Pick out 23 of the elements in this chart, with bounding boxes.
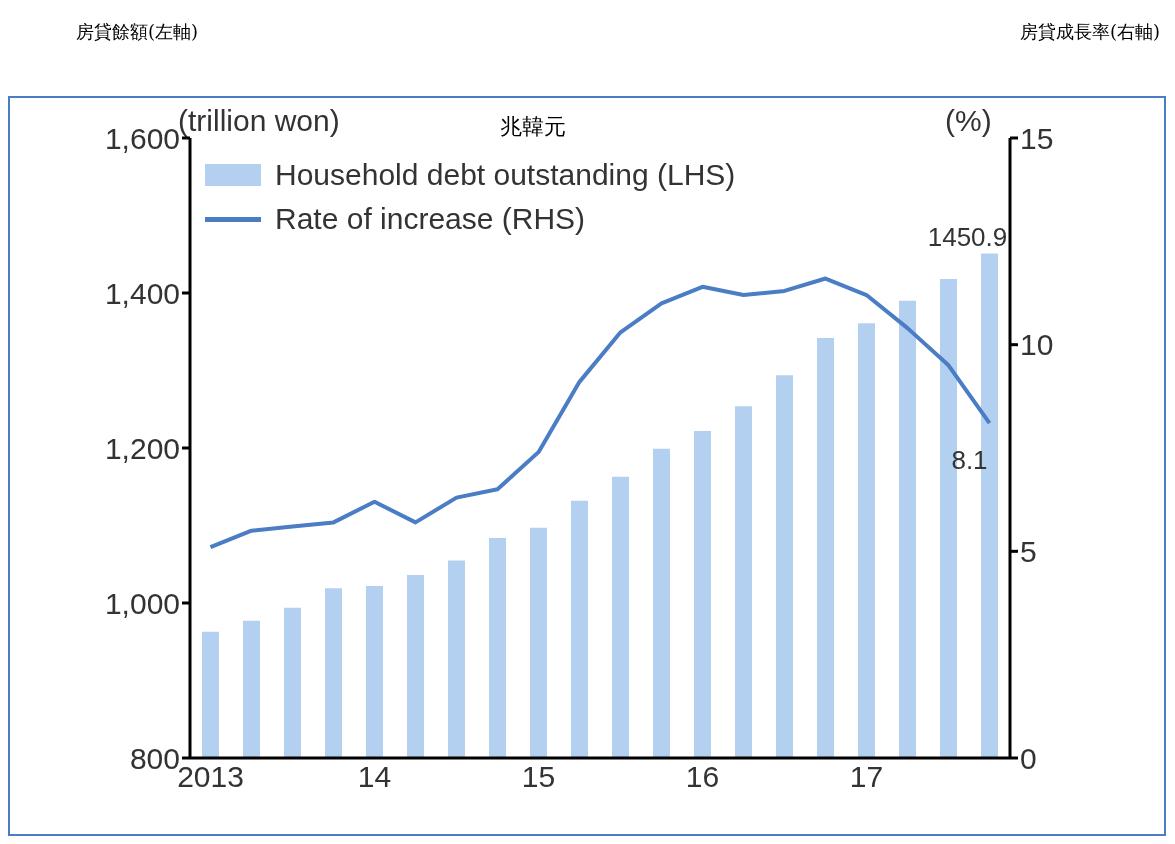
annotation: 兆韓元 xyxy=(500,113,566,141)
y2-tick-label: 10 xyxy=(1020,328,1054,362)
x-tick-label: 17 xyxy=(849,760,884,794)
y-tick-label: 800 xyxy=(129,741,180,775)
legend-label: Household debt outstanding (LHS) xyxy=(275,158,736,192)
y2-tick-label: 5 xyxy=(1020,534,1037,568)
y-axis-title: (trillion won) xyxy=(178,104,340,137)
y-tick-label: 1,400 xyxy=(104,276,180,310)
y2-axis-title: (%) xyxy=(945,104,992,138)
data-label: 1450.9 xyxy=(927,221,1008,252)
x-tick-label: 14 xyxy=(357,760,392,794)
text: 房貸餘額(左軸) xyxy=(76,20,199,44)
y-tick-label: 1,200 xyxy=(104,431,180,465)
y-tick-label: 1,000 xyxy=(104,586,180,620)
data-label: 8.1 xyxy=(951,445,988,476)
y-tick-label: 1,600 xyxy=(104,121,180,155)
text: 房貸成長率(右軸) xyxy=(1019,20,1160,44)
y2-tick-label: 15 xyxy=(1020,121,1054,155)
line-series xyxy=(208,276,992,550)
y2-tick-label: 0 xyxy=(1020,741,1037,775)
legend-label: Rate of increase (RHS) xyxy=(275,202,586,236)
x-tick-label: 15 xyxy=(521,760,556,794)
x-tick-label: 16 xyxy=(685,760,720,794)
